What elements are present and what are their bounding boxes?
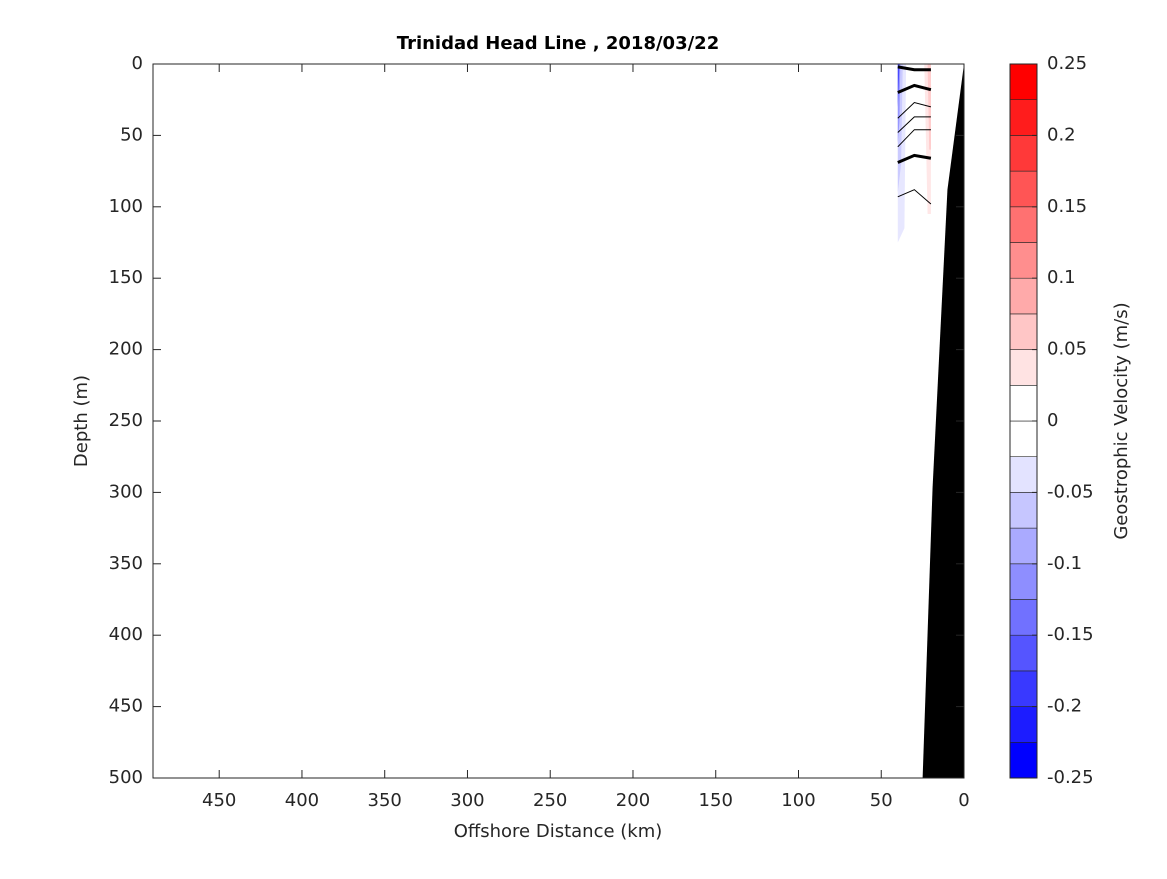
colorbar-band bbox=[1009, 599, 1038, 636]
contour-line bbox=[897, 83, 932, 94]
colorbar-band bbox=[1009, 99, 1038, 136]
x-tick-label: 50 bbox=[870, 790, 893, 811]
colorbar-band bbox=[1009, 63, 1038, 101]
bathymetry bbox=[922, 64, 964, 778]
colorbar-tick-label: 0.2 bbox=[1047, 124, 1076, 145]
colorbar-band bbox=[1009, 277, 1038, 315]
contour-line bbox=[897, 116, 931, 133]
x-tick-label: 300 bbox=[450, 790, 484, 811]
x-axis-label: Offshore Distance (km) bbox=[454, 821, 663, 842]
colorbar-tick-label: -0.25 bbox=[1047, 767, 1094, 788]
colorbar-tick-label: -0.05 bbox=[1047, 481, 1094, 502]
y-tick-label: 0 bbox=[132, 53, 143, 74]
colorbar-band bbox=[1009, 313, 1038, 350]
colorbar-tick-label: 0.1 bbox=[1047, 267, 1076, 288]
y-tick-label: 450 bbox=[109, 696, 143, 717]
colorbar-band bbox=[1009, 456, 1038, 493]
contour-line bbox=[897, 65, 931, 72]
colorbar-band bbox=[1009, 706, 1038, 743]
colorbar-band bbox=[1009, 135, 1038, 172]
contour-line bbox=[897, 153, 932, 164]
filled-region bbox=[897, 64, 900, 107]
contour-line bbox=[897, 189, 932, 205]
colorbar-band bbox=[1009, 170, 1038, 208]
y-tick-label: 150 bbox=[109, 267, 143, 288]
colorbar-band bbox=[1009, 634, 1038, 672]
contour-line bbox=[897, 102, 932, 119]
colorbar-band bbox=[1009, 349, 1038, 386]
colorbar-label: Geostrophic Velocity (m/s) bbox=[1111, 302, 1132, 539]
colorbar-tick-label: 0 bbox=[1047, 410, 1058, 431]
y-tick-label: 100 bbox=[109, 196, 143, 217]
colorbar-tick-label: -0.2 bbox=[1047, 696, 1082, 717]
x-tick-label: 250 bbox=[533, 790, 567, 811]
colorbar-tick-label: 0.15 bbox=[1047, 196, 1087, 217]
x-tick-label: 450 bbox=[202, 790, 236, 811]
x-tick-label: 0 bbox=[958, 790, 969, 811]
x-tick-label: 350 bbox=[368, 790, 402, 811]
contour-line bbox=[897, 129, 931, 148]
colorbar-tick-label: -0.15 bbox=[1047, 624, 1094, 645]
chart-title: Trinidad Head Line , 2018/03/22 bbox=[397, 33, 719, 54]
y-tick-label: 500 bbox=[109, 767, 143, 788]
colorbar-band bbox=[1009, 492, 1038, 529]
colorbar-band bbox=[1009, 741, 1038, 779]
colorbar-band bbox=[1009, 420, 1038, 458]
y-axis-label: Depth (m) bbox=[71, 375, 92, 467]
y-tick-label: 400 bbox=[109, 624, 143, 645]
y-tick-label: 50 bbox=[120, 124, 143, 145]
colorbar-band bbox=[1009, 242, 1038, 279]
y-tick-label: 350 bbox=[109, 553, 143, 574]
colorbar-band bbox=[1009, 206, 1038, 243]
colorbar-tick-label: 0.25 bbox=[1047, 53, 1087, 74]
x-tick-label: 200 bbox=[616, 790, 650, 811]
colorbar-band bbox=[1009, 384, 1038, 422]
colorbar-band bbox=[1009, 670, 1038, 707]
x-tick-label: 100 bbox=[781, 790, 815, 811]
colorbar-band bbox=[1009, 563, 1038, 600]
colorbar-tick-label: 0.05 bbox=[1047, 339, 1087, 360]
y-tick-label: 200 bbox=[109, 339, 143, 360]
colorbar-tick-label: -0.1 bbox=[1047, 553, 1082, 574]
x-tick-label: 150 bbox=[699, 790, 733, 811]
x-tick-label: 400 bbox=[285, 790, 319, 811]
y-tick-label: 250 bbox=[109, 410, 143, 431]
y-tick-label: 300 bbox=[109, 481, 143, 502]
colorbar-band bbox=[1009, 527, 1038, 565]
